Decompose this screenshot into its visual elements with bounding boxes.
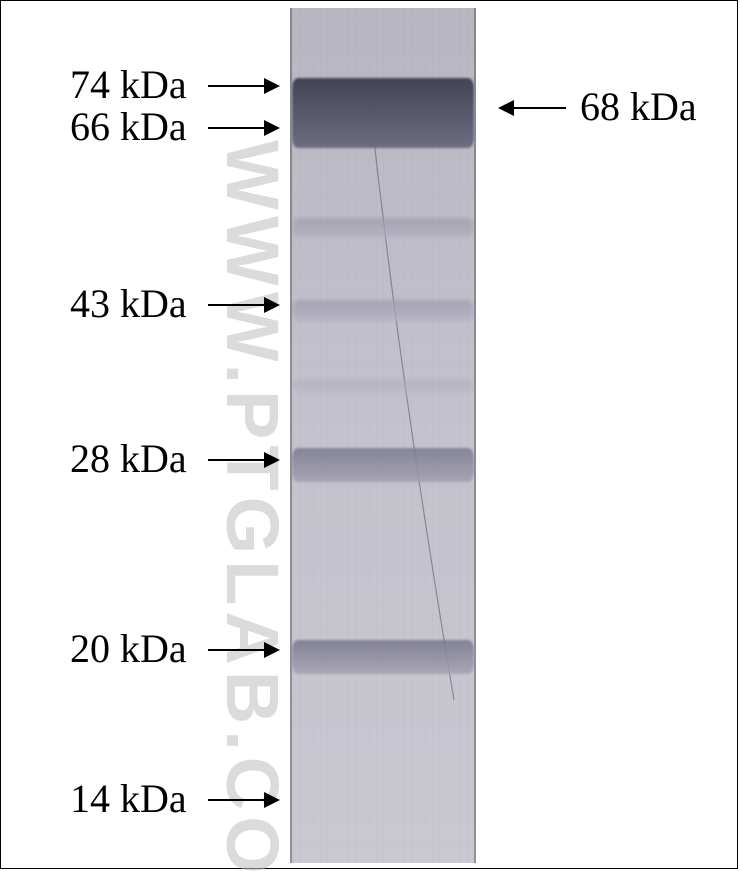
gel-figure: WWW.PTGLAB.CO 74 kDa66 kDa43 kDa28 kDa20…: [0, 0, 740, 871]
marker-label: 28 kDa: [70, 435, 187, 482]
gel-lane: [290, 8, 476, 863]
marker-label: 74 kDa: [70, 61, 187, 108]
gel-band: [292, 300, 474, 322]
marker-label: 20 kDa: [70, 625, 187, 672]
marker-label: 66 kDa: [70, 103, 187, 150]
gel-band: [292, 218, 474, 238]
marker-label: 14 kDa: [70, 775, 187, 822]
gel-band: [292, 380, 474, 394]
marker-label: 68 kDa: [580, 83, 697, 130]
gel-band: [292, 448, 474, 482]
gel-band: [292, 78, 474, 148]
gel-band: [292, 640, 474, 674]
marker-label: 43 kDa: [70, 280, 187, 327]
